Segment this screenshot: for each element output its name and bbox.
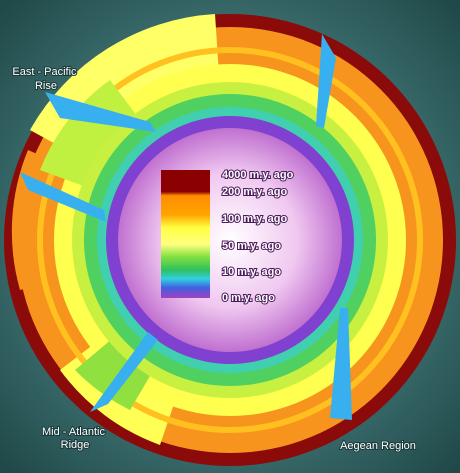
spike-mid-atlantic: [90, 332, 158, 412]
ridge-spikes: [20, 34, 352, 420]
spike-west: [20, 172, 106, 222]
legend: 4000 m.y. ago 200 m.y. ago 100 m.y. ago 50 …: [221, 168, 295, 305]
label-line: Ridge: [61, 439, 90, 451]
ring-150: [37, 47, 423, 433]
legend-label: 100 m.y. ago: [222, 213, 287, 225]
label-line: Rise: [35, 80, 57, 92]
legend-color-bar: [161, 170, 210, 298]
legend-label: 10 m.y. ago: [222, 266, 281, 278]
label-line: Mid - Atlantic: [42, 426, 105, 438]
label-mid-atlantic: Mid - Atlantic Ridge: [42, 426, 108, 451]
spike-east-pacific: [45, 92, 156, 132]
label-line: East - Pacific: [12, 66, 77, 78]
legend-label: 0 m.y. ago: [222, 292, 275, 304]
legend-label: 200 m.y. ago: [222, 186, 287, 198]
legend-label: 50 m.y. ago: [222, 240, 281, 252]
legend-label: 4000 m.y. ago: [222, 169, 294, 181]
label-aegean: Aegean Region: [340, 440, 416, 452]
spike-north: [316, 34, 336, 128]
label-east-pacific: East - Pacific Rise: [12, 66, 79, 92]
spike-aegean: [330, 308, 352, 420]
